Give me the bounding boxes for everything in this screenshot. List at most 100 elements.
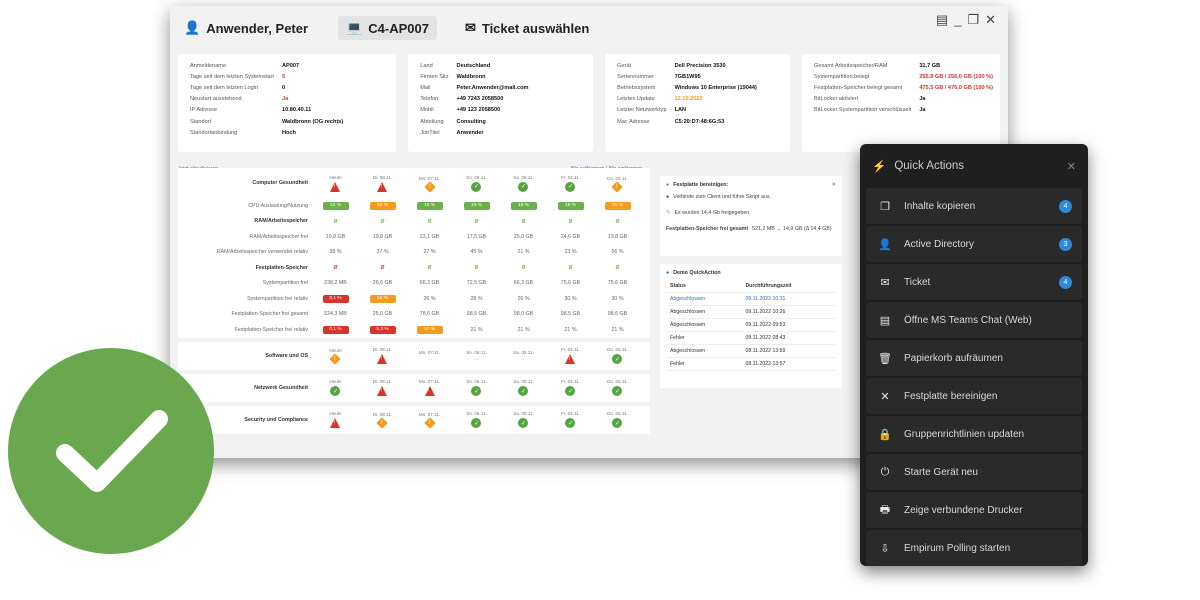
info-key: Standortanbindung <box>190 129 238 136</box>
date-label: Heute <box>329 174 342 180</box>
error-status-icon: ! <box>377 181 388 192</box>
chat-icon: ▤ <box>879 314 891 327</box>
close-icon[interactable]: ✕ <box>1066 160 1076 173</box>
metric-cell: 26 % <box>423 295 436 302</box>
close-icon[interactable]: ✕ <box>831 182 836 188</box>
quick-action-item[interactable]: ✉ Ticket 4 <box>866 264 1082 300</box>
ok-status-icon: ✓ <box>471 386 482 396</box>
metric-cell: ø <box>547 264 594 271</box>
metric-cell: 25,0 GB <box>372 311 393 318</box>
table-row[interactable]: Fehler 08.11.2022 13:57 <box>666 357 836 371</box>
info-value: +49 7243 2058500 <box>456 96 504 103</box>
metric-cell: 56 % <box>611 249 624 256</box>
user-selector[interactable]: 👤 Anwender, Peter <box>184 20 308 36</box>
info-row: Standortanbindung Hoch <box>186 127 347 138</box>
demo-title: Demo QuickAction <box>673 270 721 276</box>
collapsed-section[interactable]: Security und Compliance Heute! Di. 08.11.!… <box>178 405 650 434</box>
metric-cell: ø <box>359 218 406 225</box>
table-row[interactable]: Fehler 09.11.2022 08:43 <box>666 331 836 345</box>
metric-label: Festplatten-Speicher frei gesamt <box>231 311 308 318</box>
ok-status-icon: ✓ <box>565 181 576 192</box>
quick-action-label: Gruppenrichtlinien updaten <box>904 428 1025 440</box>
info-row: BitLocker aktiviert Ja <box>810 94 997 105</box>
device-selector[interactable]: 💻 C4-AP007 <box>338 16 437 40</box>
metric-row: RAM/Arbeitsspeicher ø ø ø ø ø ø ø <box>178 214 650 230</box>
info-row: BitLocker Systempartition verschlüsselt J… <box>810 105 997 116</box>
metric-pill: 5,3 % <box>369 325 396 334</box>
info-key: Festplatten-Speicher belegt gesamt <box>814 84 903 91</box>
status-cell: Fr. 04.11. ✓ <box>547 379 594 396</box>
restore-icon[interactable]: ❐ <box>967 12 980 27</box>
aggregate-icon: ø <box>474 264 479 272</box>
table-row[interactable]: Abgeschlossen 09.11.2022 10:26 <box>666 305 836 319</box>
warning-status-icon: ! <box>423 417 436 429</box>
status-cell: Di. 08.11.! <box>359 412 406 429</box>
device-info-card: Gerät Dell Precision 3530 Seriennummer 7GB1… <box>605 54 790 152</box>
info-key: Telefon <box>420 96 439 103</box>
status-cell: Fr. 04.11.! <box>547 347 594 364</box>
status-cell: Sa. 05.11. ✓ <box>500 379 547 396</box>
quick-action-item[interactable]: 🔒 Gruppenrichtlinien updaten <box>866 416 1082 452</box>
info-key: Seriennummer <box>617 73 654 80</box>
info-value: Dell Precision 3530 <box>674 62 726 69</box>
warning-status-icon: ! <box>329 353 342 365</box>
ticket-selector[interactable]: ✉ Ticket auswählen <box>465 20 589 36</box>
quick-action-item[interactable]: 👤 Active Directory 3 <box>866 226 1082 262</box>
title-bar: 👤 Anwender, Peter 💻 C4-AP007 ✉ Ticket au… <box>170 6 1008 50</box>
info-row: IP Adresse 10.80.40.11 <box>186 105 347 116</box>
quick-action-item[interactable]: ❐ Inhalte kopieren 4 <box>866 188 1082 224</box>
metric-cell: 24,6 GB <box>560 233 581 240</box>
collapsed-section[interactable]: Software und OS Heute! Di. 08.11.! Mo. 07.1… <box>178 341 650 370</box>
section-header[interactable]: Netzwerk Gesundheit Heute ✓ Di. 08.11.! Mo. … <box>178 374 650 402</box>
quick-action-item[interactable]: ✕ Festplatte bereinigen <box>866 378 1082 414</box>
status-cell: Heute ✓ <box>312 379 359 396</box>
cleanup-freed: Es wurden 14,4 Gb freigegeben. <box>674 210 751 216</box>
date-label: Di. 08.11. <box>372 347 393 352</box>
status-cell: Do. 03.11. ✓ <box>594 379 641 396</box>
run-status: Abgeschlossen <box>666 292 742 306</box>
info-key: IP Adresse <box>190 107 217 114</box>
info-value: AP007 <box>281 62 300 69</box>
minimize-icon[interactable]: _ <box>954 12 962 27</box>
success-check-icon <box>8 348 214 554</box>
quick-action-item[interactable]: 🗑 Papierkorb aufräumen <box>866 340 1082 376</box>
date-label: Sa. 05.11. <box>513 411 534 416</box>
info-value: Waldbronn (OG rechts) <box>281 118 344 125</box>
date-label: Heute <box>329 379 342 384</box>
info-value: LAN <box>674 107 687 114</box>
section-header[interactable]: Security und Compliance Heute! Di. 08.11.!… <box>178 406 650 434</box>
info-row: Tage seit dem letzten Systemstart 5 <box>186 71 347 82</box>
table-row[interactable]: Abgeschlossen 09.11.2022 10:31 <box>666 292 836 306</box>
status-cell: So. 06.11. ✓ <box>453 411 500 428</box>
table-row[interactable]: Abgeschlossen 08.11.2022 13:59 <box>666 344 836 358</box>
info-value: Ja <box>919 96 926 103</box>
lock-icon: 🔒 <box>878 428 892 441</box>
no-data-icon: — <box>474 356 479 362</box>
quick-action-item[interactable]: ▤ Öffne MS Teams Chat (Web) <box>866 302 1082 338</box>
status-cell: Mo. 07.11.! <box>406 379 453 396</box>
metric-row: CPU Auslastung/Nutzung 12 % 20 % 18 % 15 % 18… <box>178 198 650 214</box>
metric-pill: 12 % <box>322 201 349 210</box>
quick-action-item[interactable]: ⇩ Empirum Polling starten <box>866 530 1082 566</box>
metric-cell: ø <box>547 218 594 225</box>
date-label: Sa. 05.11. <box>513 379 534 384</box>
metric-cell: 37 % <box>376 249 389 256</box>
close-icon[interactable]: ✕ <box>985 12 996 27</box>
layout-icon[interactable]: ▤ <box>935 12 949 27</box>
metric-label: Festplatten-Speicher frei relativ <box>234 326 308 333</box>
run-status: Abgeschlossen <box>666 344 742 358</box>
quick-actions-header: ⚡ Quick Actions ✕ <box>860 144 1088 188</box>
metric-pill: 19 % <box>557 201 584 210</box>
collapsed-section[interactable]: Netzwerk Gesundheit Heute ✓ Di. 08.11.! Mo. … <box>178 373 650 402</box>
aggregate-icon: ø <box>333 264 338 272</box>
info-value: Anwender <box>456 129 484 136</box>
quick-action-item[interactable]: 🖶 Zeige verbundene Drucker <box>866 492 1082 528</box>
section-header[interactable]: Software und OS Heute! Di. 08.11.! Mo. 07.1… <box>178 342 650 370</box>
aggregate-icon: ø <box>615 217 620 225</box>
section-header[interactable]: Computer Gesundheit Heute! Di. 08.11.! Mo. … <box>178 168 650 198</box>
column-header-status: Status <box>666 280 742 293</box>
quick-action-item[interactable]: ⏻ Starte Gerät neu <box>866 454 1082 490</box>
info-value: 31,7 GB <box>919 62 941 69</box>
table-row[interactable]: Abgeschlossen 09.11.2022 09:53 <box>666 318 836 332</box>
metric-cell: 75,6 GB <box>607 280 628 287</box>
